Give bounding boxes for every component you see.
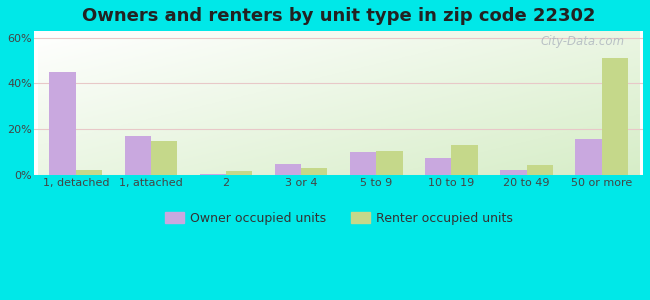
Bar <box>500 169 526 175</box>
Bar <box>49 72 76 175</box>
Bar <box>526 165 553 175</box>
Bar <box>76 169 102 175</box>
Bar <box>226 171 252 175</box>
Legend: Owner occupied units, Renter occupied units: Owner occupied units, Renter occupied un… <box>160 207 518 230</box>
Bar <box>602 58 628 175</box>
Bar <box>350 152 376 175</box>
Bar <box>200 174 226 175</box>
Bar <box>425 158 452 175</box>
Bar <box>275 164 301 175</box>
Bar <box>301 168 328 175</box>
Title: Owners and renters by unit type in zip code 22302: Owners and renters by unit type in zip c… <box>82 7 595 25</box>
Bar <box>376 151 402 175</box>
Text: City-Data.com: City-Data.com <box>541 35 625 48</box>
Bar <box>125 136 151 175</box>
Bar <box>575 139 602 175</box>
Bar <box>452 146 478 175</box>
Bar <box>151 141 177 175</box>
